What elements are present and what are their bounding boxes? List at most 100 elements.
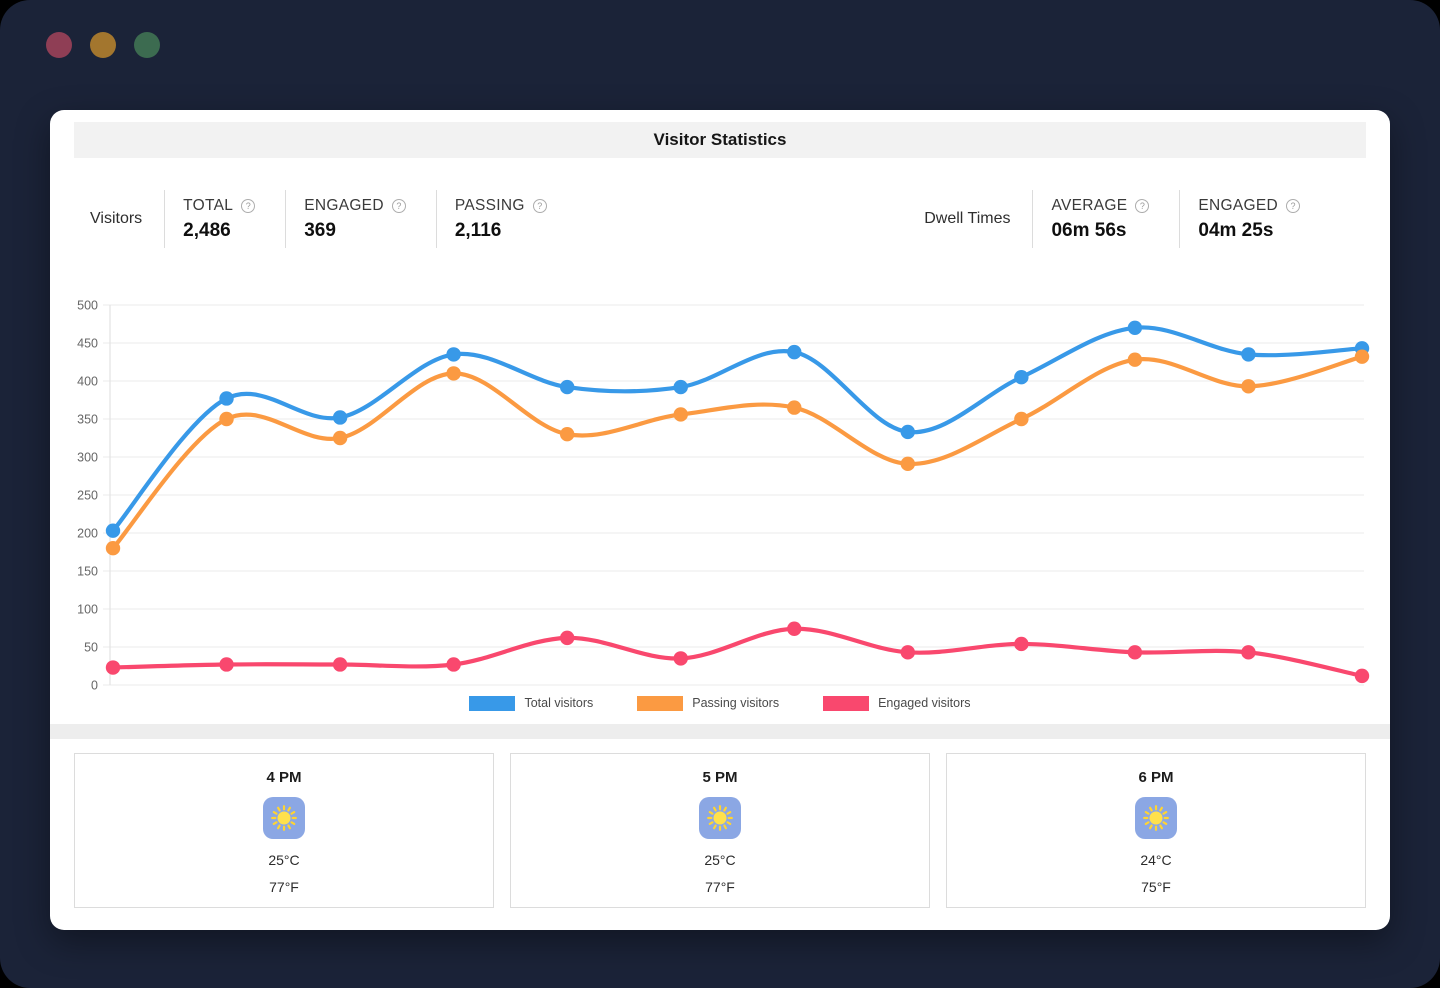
data-point-engaged-visitors (1241, 645, 1256, 660)
data-point-engaged-visitors (1354, 668, 1370, 684)
series-line-passing-visitors (110, 354, 1365, 551)
weather-temp-fahrenheit: 77°F (705, 879, 735, 895)
visitor-chart: 0 50 100 150 200 250 300 350 400 450 500 Total vis… (50, 292, 1390, 712)
series-line-engaged-visitors (110, 626, 1365, 678)
legend-swatch (823, 695, 870, 711)
help-icon[interactable]: ? (391, 198, 406, 213)
weather-card-5pm: 5 PM 25°C 77°F (510, 753, 930, 908)
chart-legend: Total visitors Passing visitors Engaged vi… (50, 694, 1390, 712)
weather-card-4pm: 4 PM 25°C 77°F (74, 753, 494, 908)
data-point-total-visitors (900, 424, 916, 440)
legend-label: Total visitors (524, 696, 594, 710)
help-icon[interactable]: ? (1286, 198, 1300, 213)
data-point-total-visitors (446, 347, 461, 362)
y-axis-tick-label: 350 (77, 413, 98, 427)
card-header: Visitor Statistics (74, 122, 1366, 158)
line-chart-canvas: 0 50 100 150 200 250 300 350 400 450 500 (77, 299, 1370, 692)
stats-row: Visitors TOTAL? 2,486 ENGAGED? 369 PASSING? 2… (50, 180, 1390, 258)
visitors-stat-engaged: ENGAGED? 369 (285, 190, 436, 248)
dwell-stat-value: 06m 56s (1051, 219, 1127, 241)
weather-temp-fahrenheit: 77°F (269, 879, 299, 895)
legend-label: Passing visitors (692, 696, 780, 710)
data-point-total-visitors (1127, 320, 1143, 335)
dwell-stat-average: AVERAGE? 06m 56s (1032, 190, 1179, 248)
legend-item-total-visitors[interactable]: Total visitors (469, 695, 594, 711)
data-point-engaged-visitors (673, 651, 688, 666)
legend-label: Engaged visitors (878, 696, 971, 710)
visitors-stat-value: 369 (304, 219, 336, 241)
data-point-engaged-visitors (219, 657, 234, 672)
window-close-button[interactable] (46, 32, 72, 58)
visitors-stat-passing: PASSING? 2,116 (435, 190, 577, 248)
weather-time: 4 PM (266, 769, 302, 786)
visitors-stat-label: ENGAGED (304, 196, 384, 214)
dwell-group-label: Dwell Times (924, 210, 1011, 227)
y-axis-tick-label: 200 (77, 527, 98, 541)
data-point-passing-visitors (105, 541, 121, 556)
data-point-passing-visitors (787, 400, 802, 415)
data-point-passing-visitors (1241, 379, 1256, 394)
data-point-engaged-visitors (559, 630, 575, 646)
y-axis-tick-label: 250 (77, 489, 98, 503)
legend-item-engaged-visitors[interactable]: Engaged visitors (823, 695, 971, 711)
data-point-total-visitors (332, 410, 348, 425)
visitor-statistics-card: Visitor Statistics Visitors TOTAL? 2,486 E… (50, 110, 1390, 930)
visitors-stat-total: TOTAL? 2,486 (164, 190, 285, 248)
help-icon[interactable]: ? (1135, 198, 1150, 213)
data-point-engaged-visitors (787, 621, 802, 636)
visitors-stat-value: 2,116 (454, 219, 502, 241)
dwell-stat-label: AVERAGE (1051, 196, 1128, 214)
window-minimize-button[interactable] (90, 32, 116, 58)
dwell-stat-engaged: ENGAGED? 04m 25s (1179, 190, 1330, 248)
data-point-engaged-visitors (900, 645, 916, 660)
y-axis-tick-label: 100 (77, 603, 98, 617)
data-point-passing-visitors (446, 366, 461, 381)
y-axis-tick-label: 50 (84, 641, 98, 655)
help-icon[interactable]: ? (532, 198, 547, 213)
section-divider (50, 724, 1390, 739)
legend-item-passing-visitors[interactable]: Passing visitors (637, 695, 780, 711)
data-point-passing-visitors (1014, 411, 1029, 427)
legend-swatch (637, 695, 684, 711)
weather-temp-fahrenheit: 75°F (1141, 879, 1171, 895)
data-point-passing-visitors (673, 407, 688, 422)
weather-time: 5 PM (702, 769, 738, 786)
visitors-stats-group: Visitors TOTAL? 2,486 ENGAGED? 369 PASSING? 2… (90, 180, 577, 258)
data-point-total-visitors (787, 344, 802, 360)
y-axis-tick-label: 450 (77, 337, 98, 351)
y-axis-tick-label: 500 (77, 299, 98, 313)
data-point-total-visitors (1014, 370, 1029, 385)
visitors-stat-value: 2,486 (183, 219, 231, 241)
visitors-stat-label: PASSING (454, 196, 525, 214)
data-point-engaged-visitors (332, 657, 348, 672)
weather-card-6pm: 6 PM 24°C 75°F (946, 753, 1366, 908)
data-point-passing-visitors (559, 427, 575, 442)
data-point-passing-visitors (332, 430, 348, 446)
data-point-engaged-visitors (105, 660, 121, 675)
dwell-stat-value: 04m 25s (1198, 219, 1274, 241)
data-point-passing-visitors (1354, 349, 1370, 364)
legend-swatch (469, 695, 516, 711)
visitors-group-label: Visitors (90, 210, 143, 227)
weather-temp-celsius: 24°C (1140, 852, 1172, 868)
window-zoom-button[interactable] (134, 32, 160, 58)
data-point-engaged-visitors (1127, 645, 1143, 660)
help-icon[interactable]: ? (241, 198, 256, 213)
data-point-total-visitors (559, 379, 575, 395)
data-point-passing-visitors (219, 411, 234, 427)
data-point-total-visitors (219, 391, 234, 406)
data-point-engaged-visitors (1014, 636, 1029, 652)
dwell-stat-label: ENGAGED (1198, 196, 1278, 214)
series-line-total-visitors (110, 325, 1365, 533)
data-point-passing-visitors (1127, 352, 1143, 367)
window-titlebar (46, 32, 160, 58)
dwell-stats-group: Dwell Times AVERAGE? 06m 56s ENGAGED? 04m 2… (924, 180, 1330, 258)
y-axis-tick-label: 150 (77, 565, 98, 579)
data-point-engaged-visitors (446, 657, 461, 672)
visitors-stat-label: TOTAL (183, 196, 234, 214)
data-point-passing-visitors (900, 456, 916, 472)
weather-time: 6 PM (1138, 769, 1174, 786)
weather-section: 4 PM 25°C 77°F 5 PM 25°C 77°F 6 PM 24°C 75°F (50, 739, 1390, 908)
data-point-total-visitors (1241, 347, 1256, 362)
